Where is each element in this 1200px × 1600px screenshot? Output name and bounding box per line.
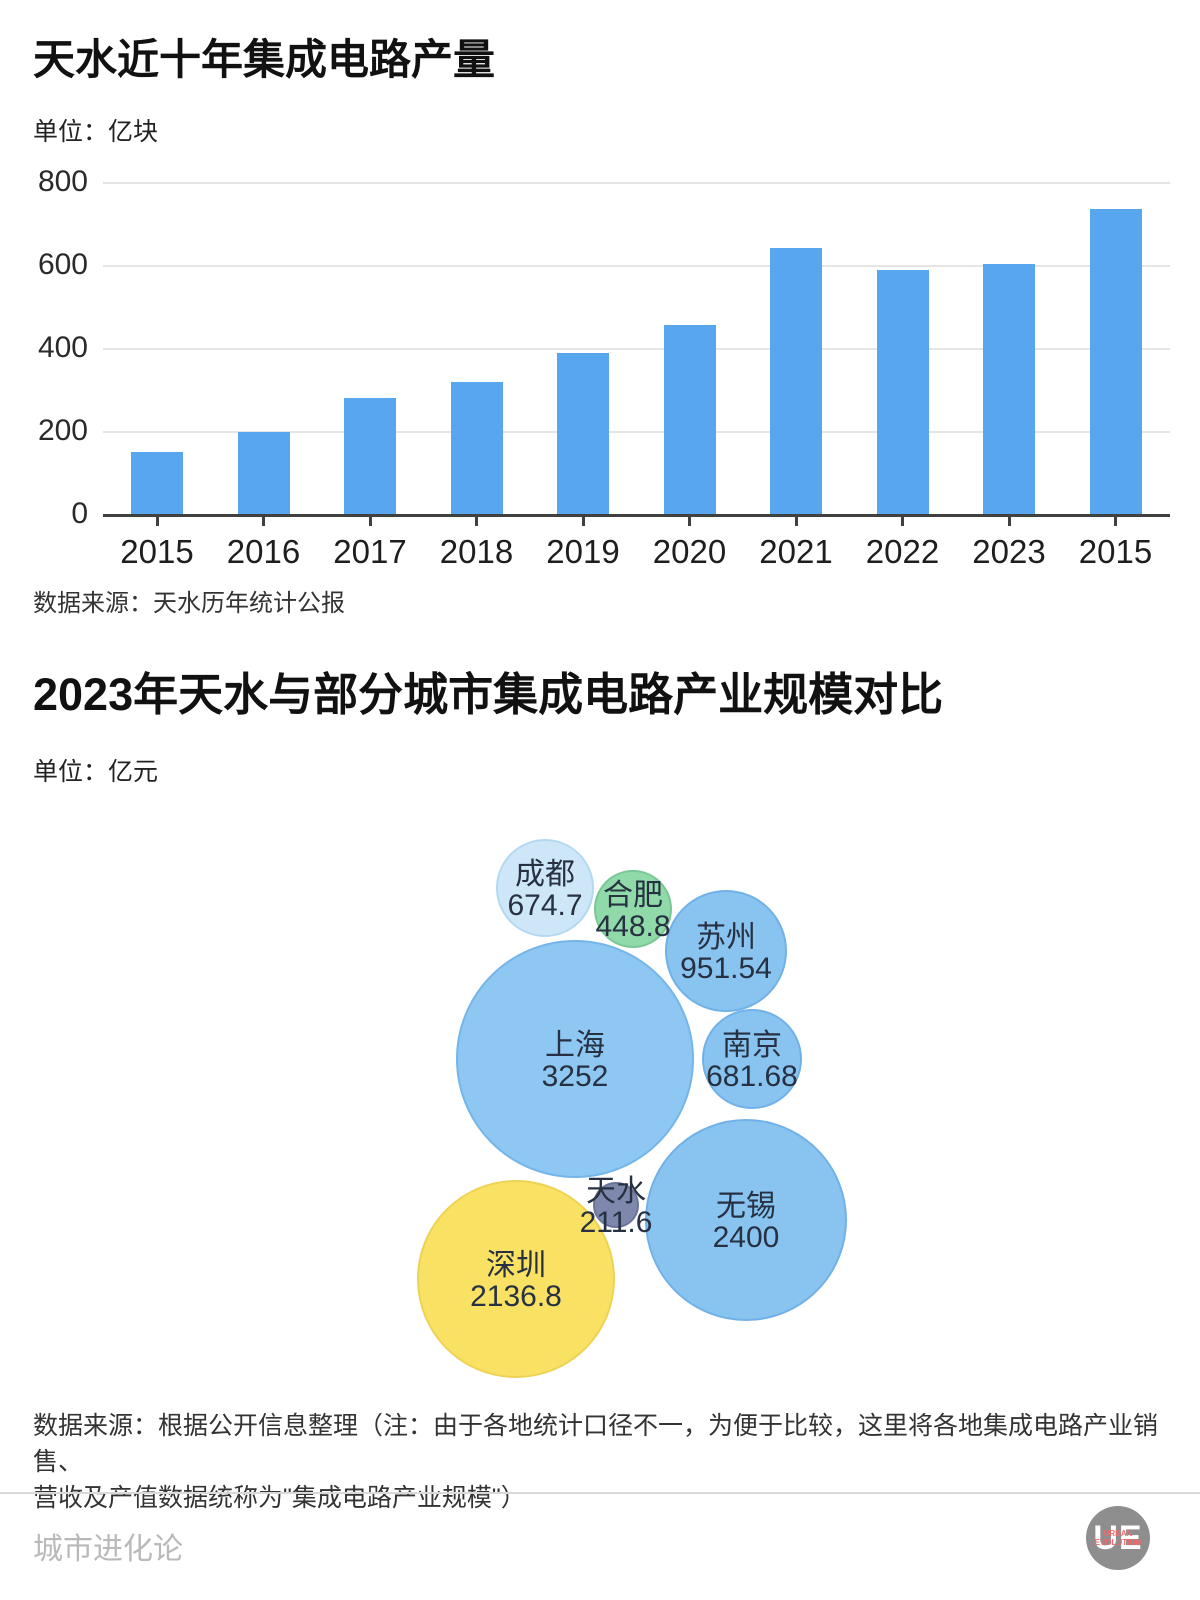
x-axis-tick-label: 2015 [1078, 533, 1153, 570]
gridline [103, 431, 1170, 434]
bar [876, 270, 929, 515]
bubble-南京 [702, 1009, 802, 1109]
bar [131, 452, 183, 515]
x-axis-tick-label: 2021 [759, 533, 833, 570]
urban-evolution-logo: UE URBAN EVOLUTION [1086, 1506, 1150, 1570]
x-axis-tick [1007, 517, 1011, 526]
y-axis-tick-label: 0 [71, 497, 88, 530]
x-axis-tick-label: 2017 [333, 533, 407, 570]
x-axis-tick [262, 517, 265, 526]
bar [557, 352, 609, 515]
logo-ue-text: UE [1093, 1519, 1143, 1557]
x-axis-tick-label: 2018 [439, 533, 514, 570]
x-axis-line [103, 514, 1170, 517]
bubble-chart-source-note: 数据来源：根据公开信息整理（注：由于各地统计口径不一，为便于比较，这里将各地集成… [33, 1408, 1173, 1516]
x-axis-tick [688, 517, 691, 526]
bar [237, 432, 290, 515]
bar-chart-source: 数据来源：天水历年统计公报 [33, 590, 345, 617]
gridline [103, 182, 1170, 185]
bar-chart: 0 200 400 600 800 2015 2016 2017 2018 2019 2020 202… [0, 0, 1200, 620]
x-axis-tick [794, 517, 798, 526]
bubble-成都 [496, 839, 594, 937]
bubble-label-南京: 南京 681.68 [706, 1029, 798, 1093]
bubble-label-合肥: 合肥 448.8 [595, 879, 670, 943]
x-axis-tick [368, 517, 372, 526]
x-axis-tick-label: 2020 [652, 533, 727, 570]
logo-subtext: URBAN EVOLUTION [1094, 1529, 1142, 1547]
bar-chart-title: 天水近十年集成电路产量 [33, 36, 496, 83]
y-axis-tick-label: 400 [37, 331, 88, 365]
x-axis-tick-label: 2023 [972, 533, 1046, 570]
x-axis-tick [1114, 517, 1117, 526]
bubble-无锡 [645, 1119, 847, 1321]
source-note-line-2: 营收及产值数据统称为"集成电路产业规模"） [33, 1484, 526, 1512]
bubble-label-天水: 天水 211.6 [580, 1175, 653, 1239]
footer-brand-text: 城市进化论 [33, 1533, 183, 1566]
bubble-chart-unit-label: 单位：亿元 [33, 758, 159, 786]
bar [344, 397, 396, 515]
bubble-chart: 成都 674.7 合肥 448.8 苏州 951.54 上海 3252 南京 681.68 天水 21… [417, 839, 847, 1378]
x-axis-tick-label: 2016 [226, 533, 301, 570]
bubble-label-深圳: 深圳 2136.8 [470, 1249, 562, 1313]
bar [450, 382, 503, 515]
bubble-label-成都: 成都 674.7 [507, 858, 582, 922]
bar [770, 247, 822, 515]
bar [1089, 209, 1142, 515]
bubble-chart-title: 2023年天水与部分城市集成电路产业规模对比 [33, 669, 944, 720]
bar [663, 325, 716, 515]
y-axis-tick-label: 600 [37, 248, 88, 282]
x-axis-tick [475, 517, 478, 526]
footer-divider [0, 1492, 1200, 1494]
x-axis-tick [901, 517, 904, 526]
source-note-line-1: 数据来源：根据公开信息整理（注：由于各地统计口径不一，为便于比较，这里将各地集成… [33, 1412, 1159, 1476]
x-axis-tick-label: 2022 [865, 533, 940, 570]
x-axis-tick-label: 2019 [546, 533, 620, 570]
bubble-label-苏州: 苏州 951.54 [680, 921, 772, 985]
x-axis-tick-label: 2015 [120, 533, 194, 570]
bar-chart-unit-label: 单位：亿块 [33, 118, 159, 146]
x-axis-tick [581, 517, 585, 526]
gridline [103, 348, 1170, 351]
bubble-label-上海: 上海 3252 [542, 1029, 609, 1093]
bubble-label-无锡: 无锡 2400 [713, 1190, 780, 1254]
bar [983, 264, 1035, 515]
bubble-天水 [593, 1182, 639, 1228]
y-axis-tick-label: 800 [37, 165, 88, 199]
bubble-深圳 [417, 1180, 615, 1378]
bubble-上海 [456, 940, 694, 1178]
bubble-合肥 [594, 870, 672, 948]
bubble-苏州 [665, 890, 787, 1012]
x-axis-tick [155, 517, 159, 526]
y-axis-tick-label: 200 [37, 414, 88, 448]
gridline [103, 265, 1170, 268]
